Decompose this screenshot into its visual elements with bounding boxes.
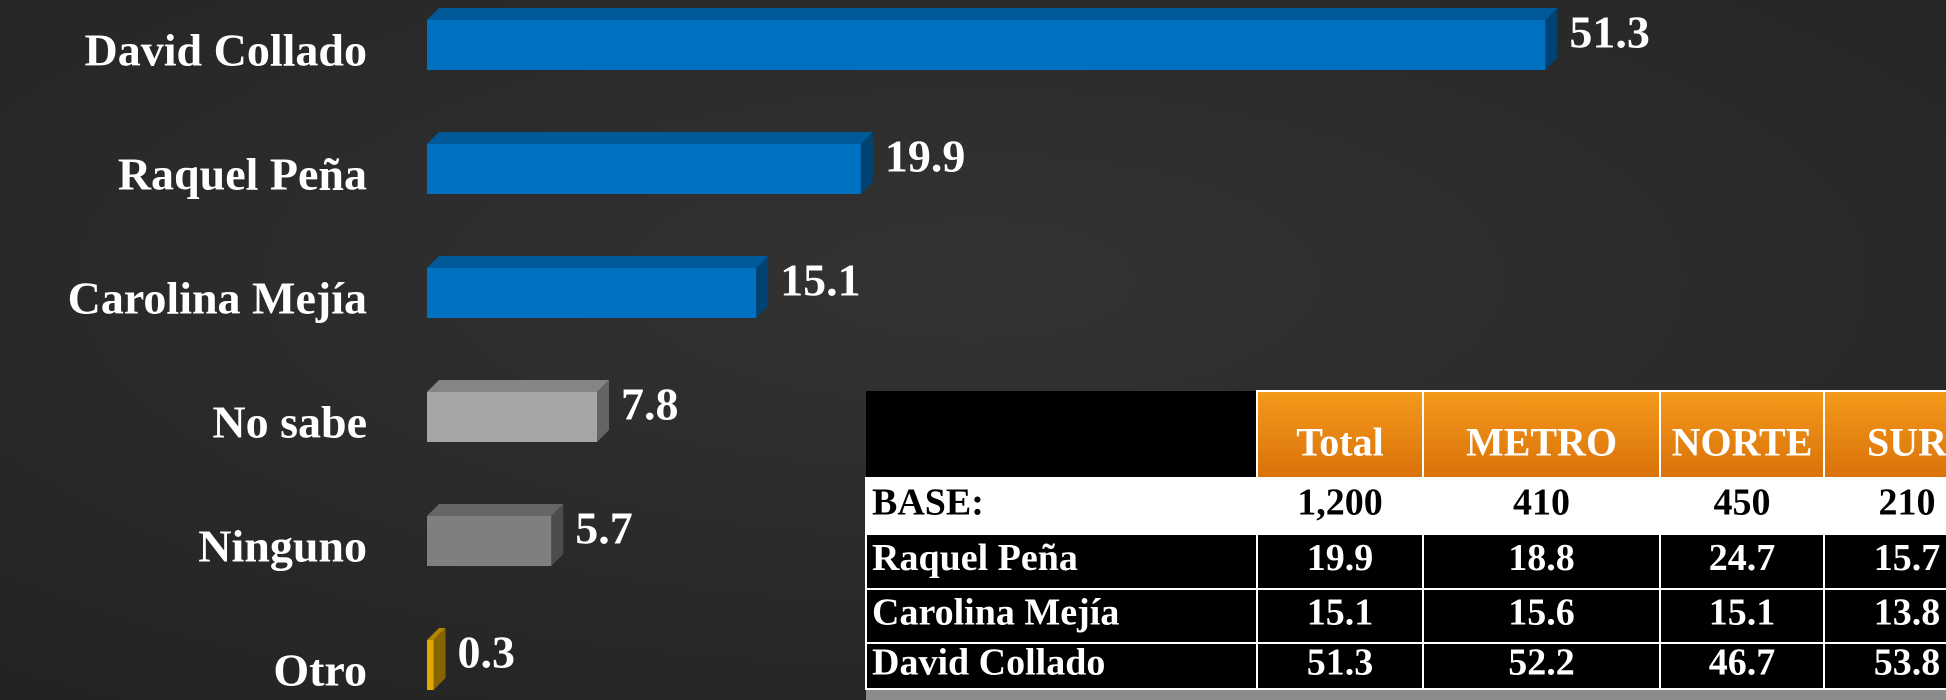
table-header: NORTE	[1672, 420, 1813, 465]
table-value: 450	[1714, 482, 1771, 524]
table-value: 15.1	[1709, 592, 1776, 634]
table-cell	[1256, 533, 1424, 590]
table-cell	[1823, 533, 1946, 590]
value-label: 15.1	[780, 255, 861, 306]
bar	[427, 392, 598, 442]
data-table: Total METRO NORTE SUR BASE: 1,200 410 450 210 Raq…	[865, 390, 1946, 700]
table-cell	[1659, 477, 1825, 535]
category-label: David Collado	[85, 25, 367, 76]
value-label: 5.7	[575, 503, 633, 554]
table-header-cell	[1422, 390, 1661, 479]
bar	[427, 20, 1546, 70]
bar	[427, 640, 434, 690]
value-label: 0.3	[458, 627, 516, 678]
bar-top	[427, 628, 446, 640]
table-row-label: Raquel Peña	[872, 537, 1078, 579]
table-cell	[1659, 588, 1825, 644]
table-value: 19.9	[1307, 537, 1374, 579]
category-label: Otro	[273, 645, 367, 696]
table-header-cell	[1823, 390, 1946, 479]
bar-top	[427, 132, 873, 144]
table-header: METRO	[1466, 420, 1617, 465]
table-value: 53.8	[1874, 642, 1941, 684]
bar-top	[427, 504, 564, 516]
bar-side	[756, 256, 769, 318]
bar-top	[427, 380, 610, 392]
table-cell	[1659, 642, 1825, 690]
table-value: 210	[1879, 482, 1936, 524]
table-cell	[1256, 642, 1424, 690]
bar-side	[551, 504, 564, 566]
table-value: 15.1	[1307, 592, 1374, 634]
value-label: 51.3	[1569, 7, 1650, 58]
bar	[427, 144, 861, 194]
table-value: 410	[1513, 482, 1570, 524]
category-label: Raquel Peña	[118, 149, 367, 200]
value-label: 19.9	[885, 131, 966, 182]
table-header-corner	[866, 391, 1257, 478]
table-value: 46.7	[1709, 642, 1776, 684]
bar-side	[860, 132, 873, 194]
bar	[427, 516, 552, 566]
table-value: 18.8	[1508, 537, 1575, 579]
bar-side	[1545, 8, 1558, 70]
category-label: Ninguno	[198, 521, 367, 572]
value-label: 7.8	[621, 379, 679, 430]
table-row-label-cell	[865, 533, 1258, 590]
bar-top	[427, 256, 769, 268]
table-value: 15.6	[1508, 592, 1575, 634]
table-header: SUR	[1867, 420, 1946, 465]
table-value: 13.8	[1874, 592, 1941, 634]
table-value: 15.7	[1874, 537, 1941, 579]
table-value: 24.7	[1709, 537, 1776, 579]
table-value: 51.3	[1307, 642, 1374, 684]
table-row-label: BASE:	[872, 482, 984, 524]
table-value: 52.2	[1508, 642, 1575, 684]
table-row-label: David Collado	[872, 642, 1105, 684]
table-row-partial	[866, 689, 1946, 700]
bar-side	[597, 380, 610, 442]
table-header: Total	[1296, 420, 1383, 465]
bar	[427, 268, 757, 318]
table-row-label: Carolina Mejía	[872, 592, 1119, 634]
table-cell	[1256, 477, 1424, 535]
table-cell	[1422, 642, 1661, 690]
category-label: Carolina Mejía	[68, 273, 367, 324]
table-header-cell	[1256, 390, 1424, 479]
bar-top	[427, 8, 1558, 20]
bar-chart: David Collado 51.3 Raquel Peña 19.9 Carolina…	[68, 7, 1650, 696]
table-cell	[1422, 533, 1661, 590]
table-header-cell	[1659, 390, 1825, 479]
table-value: 1,200	[1297, 482, 1383, 524]
category-label: No sabe	[212, 397, 367, 448]
table-cell	[1823, 642, 1946, 690]
bar-side	[433, 628, 446, 690]
